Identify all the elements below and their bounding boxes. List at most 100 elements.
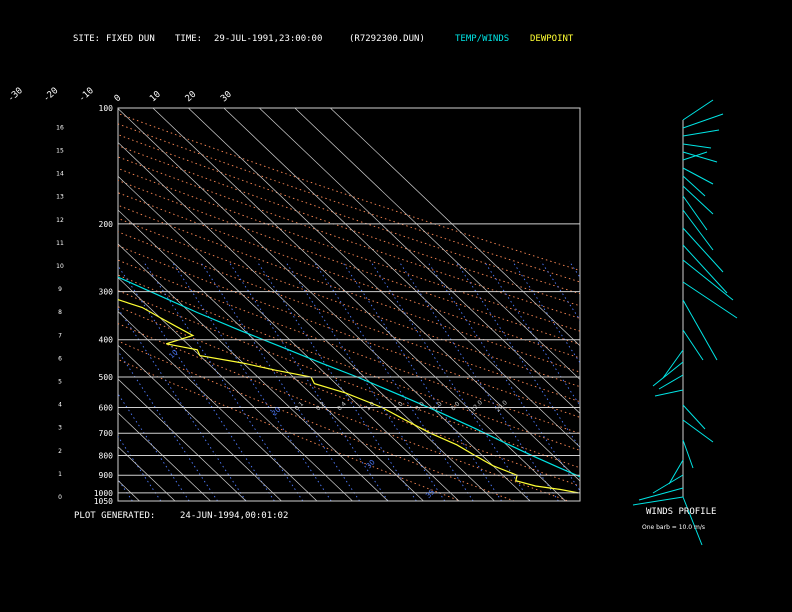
- wind-barb: [638, 487, 684, 501]
- mixing-ratio-line: [426, 260, 580, 492]
- mixing-ratio-line: [512, 260, 580, 364]
- pressure-tick-label: 600: [99, 403, 114, 412]
- wind-barb: [682, 143, 712, 149]
- mixing-ratio-line: [313, 260, 474, 501]
- isotherm-tick-label: 10: [148, 90, 163, 105]
- site-label: SITE:: [73, 34, 100, 44]
- height-tick-label: 8: [58, 309, 62, 316]
- isotherm-line: [152, 108, 566, 501]
- dry-adiabat-line: [118, 134, 580, 295]
- height-tick-label: 12: [56, 217, 64, 224]
- mixing-ratio-line: [118, 307, 247, 501]
- mixing-ratio-line: [118, 350, 218, 501]
- wind-barb: [682, 99, 714, 121]
- generated-value: 24-JUN-1994,00:01:02: [180, 511, 288, 521]
- wind-barb: [682, 281, 738, 319]
- dry-adiabat-line: [118, 145, 580, 307]
- wind-barb: [682, 244, 728, 294]
- time-value: 29-JUL-1991,23:00:00: [214, 34, 322, 44]
- mixing-ratio-line: [654, 261, 792, 501]
- isotherm-line: [118, 378, 247, 501]
- site-value: FIXED DUN: [106, 34, 155, 44]
- wind-barb: [682, 227, 724, 273]
- wetbulb-label: 8.0: [450, 400, 462, 412]
- isotherm-line: [118, 277, 353, 501]
- wind-barb: [682, 167, 714, 185]
- mixing-ratio-label: 10: [168, 348, 180, 360]
- mixing-ratio-line: [768, 261, 792, 501]
- mixing-ratio-line: [711, 261, 792, 501]
- generated-label: PLOT GENERATED:: [74, 511, 155, 521]
- height-tick-label: 7: [58, 332, 62, 339]
- wind-barb: [682, 175, 706, 197]
- isotherm-line: [118, 344, 282, 501]
- height-tick-label: 3: [58, 425, 62, 432]
- header: SITE: FIXED DUN TIME: 29-JUL-1991,23:00:…: [73, 34, 574, 44]
- mixing-ratio-line: [598, 261, 758, 501]
- wind-barb: [682, 113, 724, 129]
- isotherm-line: [118, 209, 424, 501]
- wind-barb: [682, 209, 714, 251]
- wind-barb: [682, 195, 708, 231]
- isotherm-line: [118, 108, 531, 501]
- isotherm-line: [0, 108, 33, 501]
- dry-adiabat-line: [118, 204, 580, 373]
- dry-adiabat-line: [118, 123, 580, 283]
- dry-adiabat-line: [118, 323, 569, 501]
- height-tick-label: 9: [58, 286, 62, 293]
- isotherm-tick-labels: -110-100-90-80-70-60-50-40-30-20-1001020…: [6, 86, 234, 105]
- mixing-ratio-line: [142, 260, 304, 501]
- isotherms: [0, 108, 580, 501]
- isotherm-line: [118, 243, 389, 501]
- isotherm-line: [330, 108, 580, 347]
- height-tick-label: 0: [58, 494, 62, 501]
- pressure-tick-label: 400: [99, 336, 114, 345]
- height-tick-label: 2: [58, 448, 62, 455]
- sounding-series: [118, 276, 580, 494]
- mixing-ratio-line: [199, 260, 360, 501]
- wetbulb-label: 0.4: [336, 400, 348, 412]
- isobars: [118, 107, 580, 502]
- isotherm-line: [118, 310, 318, 501]
- height-tick-label: 14: [56, 171, 64, 178]
- dry-adiabat-line: [118, 340, 515, 501]
- isotherm-line: [118, 480, 140, 501]
- height-tick-label: 6: [58, 355, 62, 362]
- mixing-ratio-line: [118, 265, 275, 501]
- dewpoint-line: [118, 299, 579, 494]
- height-tick-label: 16: [56, 124, 64, 131]
- wind-barb: [682, 496, 703, 546]
- dry-adiabats: [118, 112, 580, 501]
- dry-adiabat-line: [118, 358, 461, 501]
- wetbulb-label: 1.0: [364, 400, 376, 412]
- mixing-ratio-lines: [0, 260, 792, 501]
- dry-adiabat-line: [118, 274, 580, 451]
- height-tick-label: 11: [56, 240, 64, 247]
- wetbulb-label: 2.0: [393, 400, 405, 412]
- mixing-ratio-line: [341, 260, 502, 501]
- dry-adiabat-line: [118, 167, 580, 332]
- isotherm-tick-label: 30: [219, 90, 234, 105]
- mixing-ratio-line: [483, 260, 580, 407]
- dry-adiabat-line: [118, 306, 580, 487]
- footer: PLOT GENERATED: 24-JUN-1994,00:01:02: [74, 511, 288, 521]
- pressure-tick-label: 1000: [94, 489, 113, 498]
- wind-barb: [682, 329, 704, 361]
- isotherm-line: [0, 108, 69, 501]
- dry-adiabat-line: [118, 156, 580, 319]
- height-tick-label: 4: [58, 402, 62, 409]
- mixing-ratio-label: 20: [270, 406, 282, 418]
- wind-barb: [654, 389, 684, 397]
- height-tick-label: 1: [58, 471, 62, 478]
- pressure-tick-label: 200: [99, 220, 114, 229]
- wetbulb-label: 0.2: [315, 400, 327, 412]
- wind-barb: [652, 474, 684, 494]
- time-label: TIME:: [175, 34, 202, 44]
- mixing-ratio-line: [0, 261, 104, 501]
- height-tick-label: 5: [58, 379, 62, 386]
- wind-barb: [682, 185, 714, 215]
